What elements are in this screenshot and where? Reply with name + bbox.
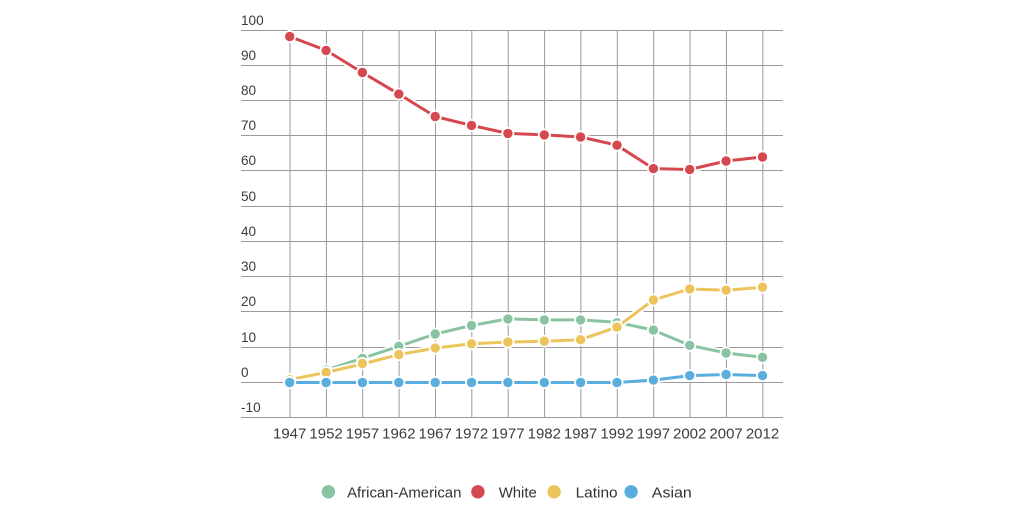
- svg-text:1977: 1977: [491, 425, 524, 442]
- svg-text:Latino: Latino: [576, 484, 618, 501]
- svg-text:100: 100: [241, 13, 264, 28]
- svg-text:1967: 1967: [419, 425, 452, 442]
- svg-text:2002: 2002: [673, 425, 706, 442]
- svg-text:40: 40: [241, 224, 257, 239]
- svg-text:1982: 1982: [528, 425, 561, 442]
- svg-text:1987: 1987: [564, 425, 597, 442]
- svg-text:60: 60: [241, 153, 257, 168]
- svg-text:10: 10: [241, 330, 257, 345]
- svg-text:-10: -10: [241, 400, 261, 415]
- svg-text:African-American: African-American: [347, 484, 461, 501]
- svg-text:1972: 1972: [455, 425, 488, 442]
- svg-text:White: White: [499, 484, 537, 501]
- svg-text:70: 70: [241, 118, 257, 133]
- svg-text:1957: 1957: [346, 425, 379, 442]
- svg-text:1962: 1962: [382, 425, 415, 442]
- svg-text:Asian: Asian: [652, 484, 692, 501]
- svg-text:80: 80: [241, 83, 257, 98]
- svg-text:2012: 2012: [746, 425, 779, 442]
- svg-text:1947: 1947: [273, 425, 306, 442]
- svg-text:50: 50: [241, 189, 257, 204]
- svg-text:1952: 1952: [309, 425, 342, 442]
- svg-text:90: 90: [241, 48, 257, 63]
- svg-text:2007: 2007: [709, 425, 742, 442]
- svg-text:20: 20: [241, 294, 257, 309]
- svg-text:30: 30: [241, 259, 257, 274]
- svg-text:0: 0: [241, 365, 249, 380]
- svg-text:1997: 1997: [637, 425, 670, 442]
- svg-text:1992: 1992: [600, 425, 633, 442]
